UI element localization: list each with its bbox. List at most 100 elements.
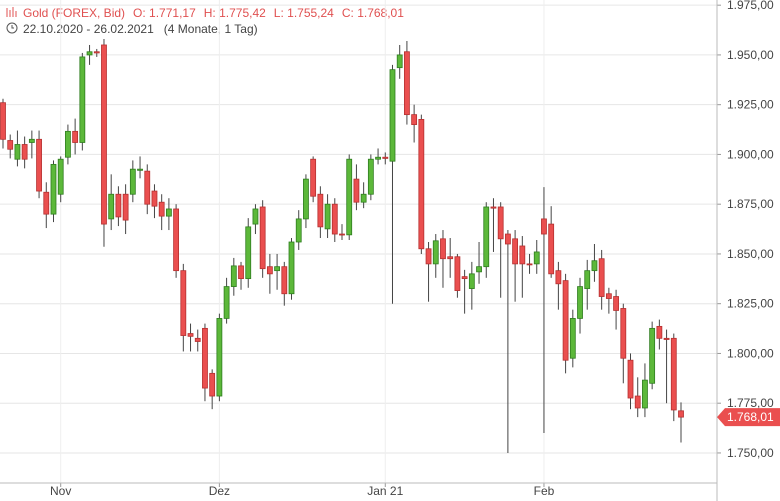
- candle-body: [72, 130, 79, 143]
- candle-body: [367, 158, 374, 195]
- clock-icon: [6, 22, 18, 34]
- candle-body: [79, 56, 86, 143]
- candle-body: [303, 178, 309, 220]
- candle-body: [7, 140, 14, 150]
- candle-body: [216, 318, 223, 397]
- candle-body: [281, 266, 288, 295]
- candle-body: [526, 263, 533, 266]
- candle-body: [158, 201, 165, 217]
- x-tick-label: Dez: [209, 484, 230, 498]
- candle-body: [223, 286, 230, 319]
- date-range: 22.10.2020 - 26.02.2021: [23, 22, 154, 36]
- y-tick-label: 1.800,00: [727, 346, 774, 360]
- last-price-tag: [717, 408, 780, 427]
- candle-body: [476, 266, 482, 273]
- y-tick-label: 1.925,00: [727, 98, 774, 112]
- y-tick-label: 1.825,00: [727, 297, 774, 311]
- candle-body: [504, 233, 511, 245]
- candle-body: [432, 240, 439, 265]
- ohlc-low: L: 1.755,24: [274, 6, 334, 20]
- candle-body: [0, 102, 6, 140]
- candle-body: [468, 273, 475, 289]
- candle-body: [14, 144, 21, 160]
- candle-body: [245, 226, 252, 280]
- candle-body: [180, 270, 187, 336]
- candle-body: [194, 337, 201, 342]
- candle-body: [404, 51, 410, 116]
- candle-body: [425, 248, 432, 265]
- candle-body: [447, 256, 454, 260]
- header-icon: [6, 7, 17, 17]
- candle-body: [187, 333, 194, 337]
- candle-body: [202, 327, 208, 389]
- candle-body: [454, 256, 461, 291]
- ohlc-open: O: 1.771,17: [133, 6, 196, 20]
- candle-body: [396, 54, 403, 69]
- title: Gold (FOREX, Bid): [23, 6, 125, 20]
- candle-body: [389, 69, 396, 162]
- candle-body: [36, 138, 42, 192]
- candle-body: [137, 168, 143, 171]
- candle-body: [165, 208, 172, 217]
- candle-body: [598, 258, 605, 297]
- x-tick-label: Feb: [534, 484, 555, 498]
- candle-body: [86, 51, 93, 56]
- candle-body: [274, 266, 280, 272]
- candle-body: [353, 178, 360, 203]
- candle-body: [533, 251, 540, 265]
- y-tick-label: 1.950,00: [727, 48, 774, 62]
- candle-body: [28, 138, 35, 143]
- candle-body: [411, 114, 418, 125]
- candle-body: [266, 266, 273, 275]
- candle-body: [108, 193, 115, 220]
- candle-body: [50, 163, 57, 215]
- y-tick-label: 1.750,00: [727, 446, 774, 460]
- candle-body: [129, 168, 136, 195]
- candle-body: [252, 208, 259, 225]
- candle-body: [339, 233, 345, 236]
- candle-body: [346, 158, 353, 236]
- candle-body: [238, 265, 244, 280]
- candle-body: [483, 206, 490, 268]
- candle-body: [649, 327, 656, 384]
- candle-body: [548, 223, 555, 275]
- candle-body: [115, 193, 122, 218]
- candle-body: [461, 276, 468, 280]
- candle-body: [324, 203, 331, 230]
- candle-body: [569, 318, 576, 359]
- candle-body: [678, 410, 684, 418]
- duration: (4 Monate, 1 Tag): [164, 22, 258, 36]
- candle-body: [382, 156, 389, 159]
- candle-body: [21, 144, 28, 160]
- candle-body: [43, 191, 50, 215]
- last-price-label: 1.768,01: [727, 410, 774, 424]
- candle-body: [490, 206, 497, 209]
- candle-body: [57, 158, 64, 195]
- candle-body: [331, 203, 338, 235]
- ohlc-high: H: 1.775,42: [204, 6, 266, 20]
- candle-body: [122, 193, 129, 221]
- ohlc-close: C: 1.768,01: [342, 6, 404, 20]
- candle-body: [634, 395, 641, 409]
- candle-body: [151, 190, 158, 207]
- candle-body: [591, 260, 598, 272]
- candle-body: [642, 379, 648, 409]
- candle-body: [310, 158, 317, 197]
- y-tick-label: 1.875,00: [727, 197, 774, 211]
- candle-body: [512, 238, 519, 265]
- y-tick-label: 1.975,00: [727, 0, 774, 12]
- candle-body: [375, 156, 381, 160]
- candle-body: [295, 218, 302, 243]
- x-tick-label: Jan 21: [367, 484, 403, 498]
- candle-body: [360, 193, 367, 203]
- candle-body: [173, 208, 180, 272]
- candle-body: [144, 170, 151, 205]
- candle-body: [562, 280, 569, 361]
- y-tick-label: 1.850,00: [727, 247, 774, 261]
- candle-body: [663, 337, 670, 340]
- candle-body: [620, 308, 627, 359]
- candle-body: [656, 325, 663, 339]
- candle-body: [288, 241, 295, 295]
- candle-body: [497, 206, 504, 240]
